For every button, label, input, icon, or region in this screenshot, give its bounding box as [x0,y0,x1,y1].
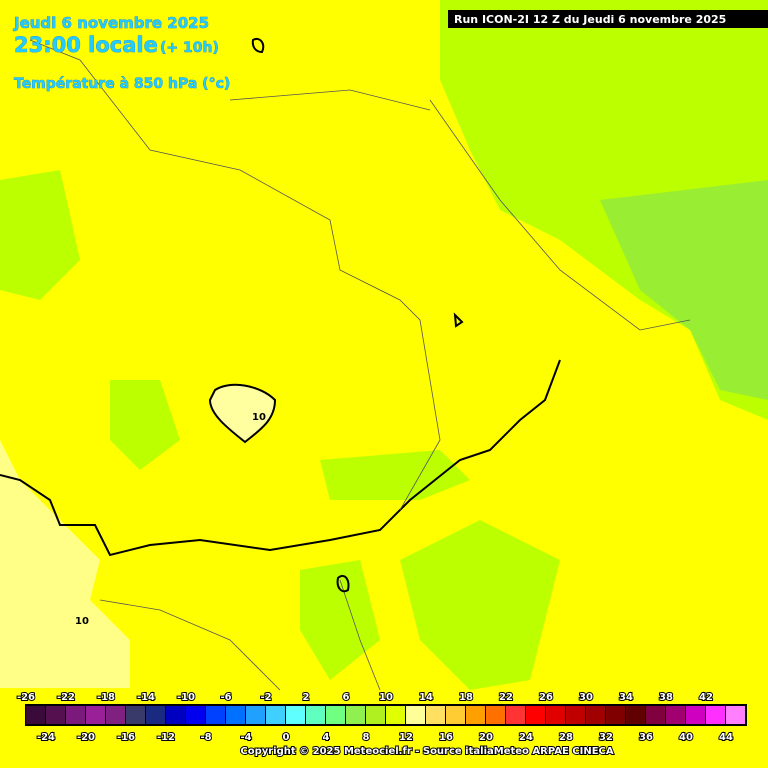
legend-label: -20 [77,732,95,743]
legend-label: 10 [379,692,393,703]
legend-label: 14 [419,692,433,703]
legend-label: -26 [17,692,35,703]
legend-swatch [26,706,45,724]
legend-label: 22 [499,692,513,703]
legend-label: 2 [303,692,310,703]
legend-label: -2 [260,692,271,703]
legend-swatch [526,706,545,724]
legend-swatch [346,706,365,724]
warm-zone [480,80,520,140]
lead-label: (+ 10h) [160,40,219,56]
legend-label: -4 [240,732,251,743]
legend-label: 36 [639,732,653,743]
legend-swatch [226,706,245,724]
legend-swatch [206,706,225,724]
date-label: Jeudi 6 novembre 2025 [13,14,209,32]
warm-zone [400,520,560,690]
legend-label: 44 [719,732,733,743]
legend-swatch [146,706,165,724]
legend-label: 8 [363,732,370,743]
legend-label: -12 [157,732,175,743]
legend-swatch [286,706,305,724]
run-label: Run ICON-2I 12 Z du Jeudi 6 novembre 202… [454,13,726,26]
legend-label: -10 [177,692,195,703]
legend-label: -24 [37,732,55,743]
legend-swatch [246,706,265,724]
legend-swatch [86,706,105,724]
legend-label: -6 [220,692,231,703]
contour [251,38,464,593]
legend-swatch [426,706,445,724]
border [29,39,691,691]
legend-label: 18 [459,692,473,703]
copyright: Copyright © 2025 Meteociel.fr - Source i… [240,746,614,757]
legend-swatch [466,706,485,724]
legend-swatch [606,706,625,724]
legend-swatch [126,706,145,724]
legend-label: -14 [137,692,155,703]
legend-label: -8 [200,732,211,743]
mild-zone [0,440,130,688]
legend-swatch [506,706,525,724]
legend-swatch [626,706,645,724]
legend-swatch [366,706,385,724]
legend-label: 34 [619,692,633,703]
legend-swatch [646,706,665,724]
legend-swatch [46,706,65,724]
legend-swatch [446,706,465,724]
legend-label: 20 [479,732,493,743]
warm-zone [0,170,80,300]
legend-swatch [386,706,405,724]
legend-label: 40 [679,732,693,743]
legend-label: 28 [559,732,573,743]
contour-label: 10 [252,412,266,423]
legend-label: 6 [343,692,350,703]
legend-swatch [106,706,125,724]
time-label: 23:00 locale [14,33,158,57]
legend-swatch [306,706,325,724]
coastline [0,359,561,557]
legend-swatch [166,706,185,724]
warm-zone [110,380,180,470]
legend-swatch [66,706,85,724]
run-box [448,10,768,28]
warm-zone [600,180,768,400]
legend-swatch [706,706,725,724]
legend-label: 32 [599,732,613,743]
legend-label: 26 [539,692,553,703]
legend-swatch [546,706,565,724]
contour-label: 10 [75,616,89,627]
legend-label: 24 [519,732,533,743]
legend-label: 0 [283,732,290,743]
legend-swatch [726,706,745,724]
legend-label: -22 [57,692,75,703]
legend-swatch [406,706,425,724]
legend-label: 42 [699,692,713,703]
legend-label: 38 [659,692,673,703]
warm-zone [300,560,380,680]
legend-swatch [586,706,605,724]
legend-label: 4 [323,732,330,743]
legend-swatch [326,706,345,724]
legend-swatch [686,706,705,724]
legend-swatch [186,706,205,724]
legend-swatch [666,706,685,724]
contour [208,383,277,444]
legend-swatch [486,706,505,724]
warm-zone [320,450,470,500]
field-label: Température à 850 hPa (°c) [14,76,230,92]
legend-label: -16 [117,732,135,743]
legend-label: 12 [399,732,413,743]
color-legend: -26-24-22-20-18-16-14-12-10-8-6-4-202468… [16,691,747,744]
legend-label: 30 [579,692,593,703]
legend-label: -18 [97,692,115,703]
legend-swatch [566,706,585,724]
legend-swatch [266,706,285,724]
legend-label: 16 [439,732,453,743]
